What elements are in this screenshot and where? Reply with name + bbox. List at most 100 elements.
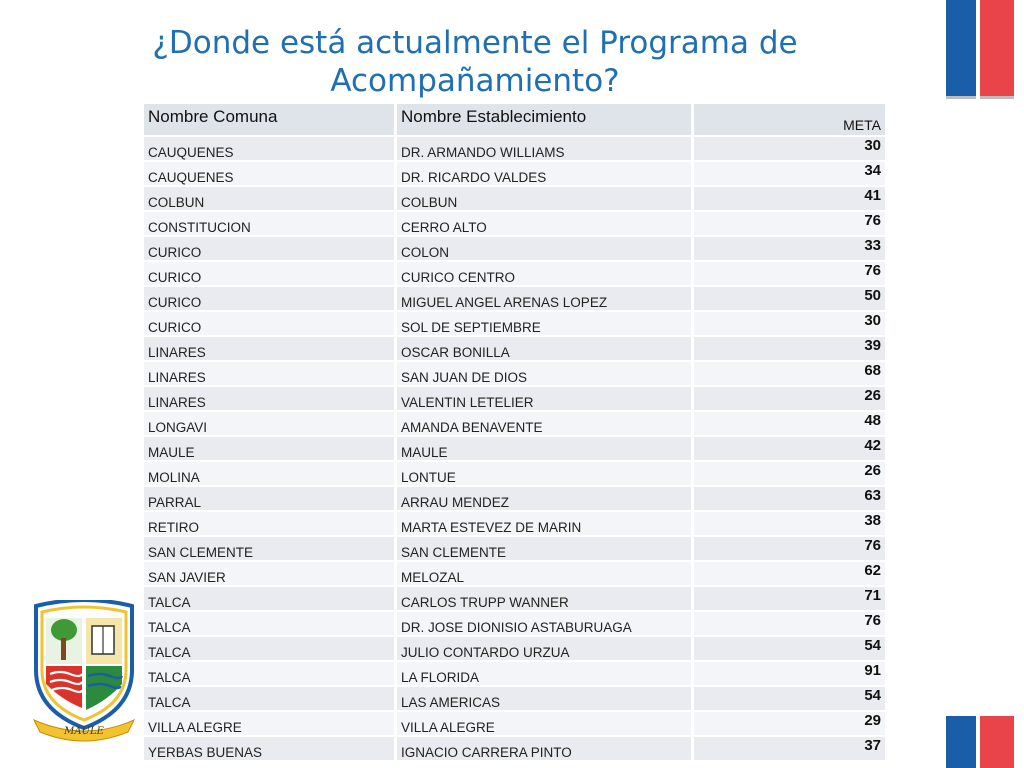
cell-establecimiento: JULIO CONTARDO URZUA — [397, 637, 694, 662]
table-row: CURICO COLON 33 — [144, 237, 888, 262]
table-row: SAN JAVIER MELOZAL 62 — [144, 562, 888, 587]
cell-meta: 37 — [694, 737, 888, 762]
cell-comuna: TALCA — [144, 687, 397, 712]
flag-stripe-top — [946, 0, 1014, 96]
table-row: SAN CLEMENTE SAN CLEMENTE 76 — [144, 537, 888, 562]
cell-comuna: CURICO — [144, 312, 397, 337]
header-establecimiento: Nombre Establecimiento — [397, 104, 694, 137]
cell-meta: 54 — [694, 637, 888, 662]
cell-meta: 38 — [694, 512, 888, 537]
header-comuna: Nombre Comuna — [144, 104, 397, 137]
cell-establecimiento: SAN CLEMENTE — [397, 537, 694, 562]
flag-red-band-bottom — [980, 716, 1014, 768]
table-row: CURICO CURICO CENTRO 76 — [144, 262, 888, 287]
cell-comuna: COLBUN — [144, 187, 397, 212]
cell-establecimiento: COLON — [397, 237, 694, 262]
cell-establecimiento: MIGUEL ANGEL ARENAS LOPEZ — [397, 287, 694, 312]
cell-comuna: LINARES — [144, 362, 397, 387]
header-meta: META — [694, 104, 888, 137]
cell-comuna: RETIRO — [144, 512, 397, 537]
table-row: CAUQUENES DR. ARMANDO WILLIAMS 30 — [144, 137, 888, 162]
cell-comuna: LONGAVI — [144, 412, 397, 437]
cell-establecimiento: AMANDA BENAVENTE — [397, 412, 694, 437]
cell-comuna: VILLA ALEGRE — [144, 712, 397, 737]
table-row: PARRAL ARRAU MENDEZ 63 — [144, 487, 888, 512]
table-row: YERBAS BUENAS IGNACIO CARRERA PINTO 37 — [144, 737, 888, 762]
cell-meta: 76 — [694, 537, 888, 562]
cell-establecimiento: MARTA ESTEVEZ DE MARIN — [397, 512, 694, 537]
cell-meta: 39 — [694, 337, 888, 362]
cell-comuna: YERBAS BUENAS — [144, 737, 397, 762]
cell-meta: 30 — [694, 312, 888, 337]
table-body: CAUQUENES DR. ARMANDO WILLIAMS 30 CAUQUENES… — [144, 137, 888, 762]
table-row: TALCA JULIO CONTARDO URZUA 54 — [144, 637, 888, 662]
cell-meta: 42 — [694, 437, 888, 462]
table-row: TALCA CARLOS TRUPP WANNER 71 — [144, 587, 888, 612]
establishments-table: Nombre Comuna Nombre Establecimiento MET… — [144, 104, 888, 762]
cell-comuna: CONSTITUCION — [144, 212, 397, 237]
cell-establecimiento: ARRAU MENDEZ — [397, 487, 694, 512]
slide-title: ¿Donde está actualmente el Programa de A… — [60, 24, 890, 100]
cell-meta: 26 — [694, 462, 888, 487]
cell-meta: 26 — [694, 387, 888, 412]
cell-establecimiento: CERRO ALTO — [397, 212, 694, 237]
cell-meta: 30 — [694, 137, 888, 162]
cell-meta: 68 — [694, 362, 888, 387]
cell-meta: 76 — [694, 262, 888, 287]
cell-establecimiento: SAN JUAN DE DIOS — [397, 362, 694, 387]
cell-meta: 50 — [694, 287, 888, 312]
cell-establecimiento: MELOZAL — [397, 562, 694, 587]
table-row: LINARES SAN JUAN DE DIOS 68 — [144, 362, 888, 387]
cell-comuna: TALCA — [144, 637, 397, 662]
cell-comuna: TALCA — [144, 612, 397, 637]
table-row: CURICO MIGUEL ANGEL ARENAS LOPEZ 50 — [144, 287, 888, 312]
crest-banner-text: MAULE — [63, 726, 105, 737]
table-row: LINARES VALENTIN LETELIER 26 — [144, 387, 888, 412]
cell-establecimiento: LA FLORIDA — [397, 662, 694, 687]
flag-blue-band-bottom — [946, 716, 976, 768]
cell-comuna: TALCA — [144, 587, 397, 612]
cell-comuna: CURICO — [144, 287, 397, 312]
table-header-row: Nombre Comuna Nombre Establecimiento MET… — [144, 104, 888, 137]
cell-establecimiento: IGNACIO CARRERA PINTO — [397, 737, 694, 762]
cell-establecimiento: SOL DE SEPTIEMBRE — [397, 312, 694, 337]
table-row: LONGAVI AMANDA BENAVENTE 48 — [144, 412, 888, 437]
cell-establecimiento: CARLOS TRUPP WANNER — [397, 587, 694, 612]
table-row: VILLA ALEGRE VILLA ALEGRE 29 — [144, 712, 888, 737]
cell-meta: 76 — [694, 612, 888, 637]
table-row: TALCA LA FLORIDA 91 — [144, 662, 888, 687]
cell-establecimiento: VALENTIN LETELIER — [397, 387, 694, 412]
table-row: MAULE MAULE 42 — [144, 437, 888, 462]
flag-blue-band — [946, 0, 976, 96]
cell-meta: 29 — [694, 712, 888, 737]
slide-title-line-2: Acompañamiento? — [330, 63, 620, 99]
cell-comuna: TALCA — [144, 662, 397, 687]
table-row: TALCA DR. JOSE DIONISIO ASTABURUAGA 76 — [144, 612, 888, 637]
table-row: RETIRO MARTA ESTEVEZ DE MARIN 38 — [144, 512, 888, 537]
cell-comuna: MOLINA — [144, 462, 397, 487]
cell-comuna: SAN JAVIER — [144, 562, 397, 587]
table-row: CURICO SOL DE SEPTIEMBRE 30 — [144, 312, 888, 337]
table-row: LINARES OSCAR BONILLA 39 — [144, 337, 888, 362]
cell-meta: 48 — [694, 412, 888, 437]
cell-comuna: CAUQUENES — [144, 162, 397, 187]
cell-meta: 54 — [694, 687, 888, 712]
cell-meta: 41 — [694, 187, 888, 212]
cell-comuna: LINARES — [144, 387, 397, 412]
cell-establecimiento: MAULE — [397, 437, 694, 462]
table-row: COLBUN COLBUN 41 — [144, 187, 888, 212]
table-row: CONSTITUCION CERRO ALTO 76 — [144, 212, 888, 237]
cell-establecimiento: VILLA ALEGRE — [397, 712, 694, 737]
cell-comuna: LINARES — [144, 337, 397, 362]
cell-meta: 91 — [694, 662, 888, 687]
cell-establecimiento: OSCAR BONILLA — [397, 337, 694, 362]
cell-meta: 33 — [694, 237, 888, 262]
cell-meta: 62 — [694, 562, 888, 587]
cell-comuna: SAN CLEMENTE — [144, 537, 397, 562]
table-row: TALCA LAS AMERICAS 54 — [144, 687, 888, 712]
cell-establecimiento: DR. RICARDO VALDES — [397, 162, 694, 187]
flag-stripe-bottom — [946, 716, 1014, 768]
flag-red-band — [980, 0, 1014, 96]
table-row: MOLINA LONTUE 26 — [144, 462, 888, 487]
cell-comuna: MAULE — [144, 437, 397, 462]
